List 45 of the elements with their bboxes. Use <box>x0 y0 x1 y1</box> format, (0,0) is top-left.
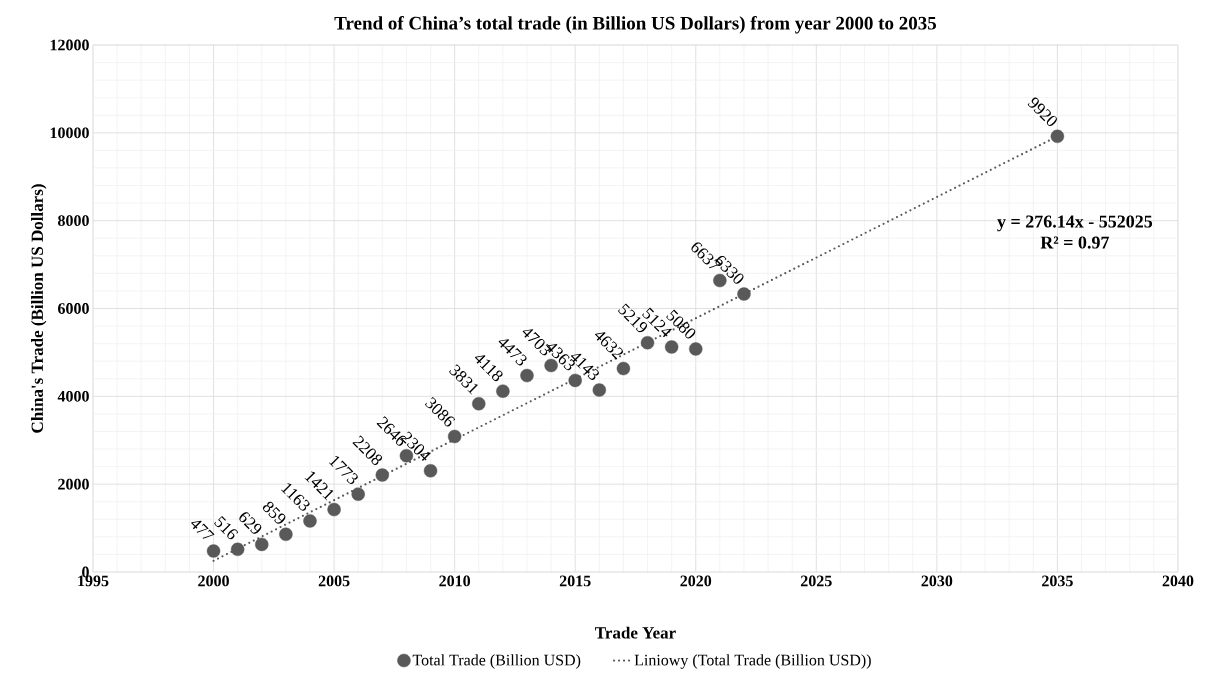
annotation: R² = 0.97 <box>1040 236 1110 249</box>
point <box>375 468 390 482</box>
point <box>206 544 221 558</box>
x-tick-label: 2010 <box>439 575 471 587</box>
y-tick-label: 4000 <box>57 390 89 402</box>
annotation: y = 276.14x - 552025 <box>997 215 1153 232</box>
data-label: 477 <box>191 520 215 539</box>
point <box>279 527 293 541</box>
point <box>423 464 438 478</box>
point <box>737 287 751 301</box>
point <box>520 368 534 383</box>
x-tick-label: 2020 <box>680 575 712 587</box>
data-label: 629 <box>239 512 262 534</box>
legend-label: Liniowy (Total Trade (Billion USD)) <box>634 654 871 669</box>
point <box>689 342 703 356</box>
x-tick-label: 2040 <box>1162 575 1194 587</box>
y-tick-label: 6000 <box>58 303 89 314</box>
x-tick-label: 2035 <box>1042 575 1073 587</box>
point <box>447 429 462 444</box>
chart-title: Trend of China’s total trade (in Billion US Dollars) from year 2000 to 2035 <box>334 16 937 34</box>
point <box>351 487 365 501</box>
point <box>230 542 245 557</box>
x-tick-label: 2005 <box>318 575 350 587</box>
y-tick-label: 8000 <box>58 215 89 227</box>
x-tick-label: 2015 <box>559 575 591 587</box>
x-tick-label: 2030 <box>921 575 953 587</box>
point <box>496 384 510 398</box>
point <box>592 383 607 397</box>
point <box>303 514 317 528</box>
y-tick-label: 12000 <box>50 39 89 51</box>
point <box>1050 129 1065 144</box>
point <box>640 336 655 350</box>
point <box>255 537 269 552</box>
point <box>664 340 679 354</box>
x-tick-label: 2000 <box>198 575 229 587</box>
y-axis-title: China's Trade (Billion US Dollars) <box>31 184 47 433</box>
y-tick-label: 2000 <box>58 478 89 490</box>
point <box>616 361 631 376</box>
y-tick-label: 10000 <box>50 127 89 139</box>
x-axis-title: Trade Year <box>595 626 676 639</box>
point <box>472 397 486 411</box>
point <box>327 502 341 517</box>
legend-label: Total Trade (Billion USD) <box>412 654 581 669</box>
x-tick-label: 2025 <box>800 575 832 587</box>
data-label: 516 <box>214 515 239 540</box>
